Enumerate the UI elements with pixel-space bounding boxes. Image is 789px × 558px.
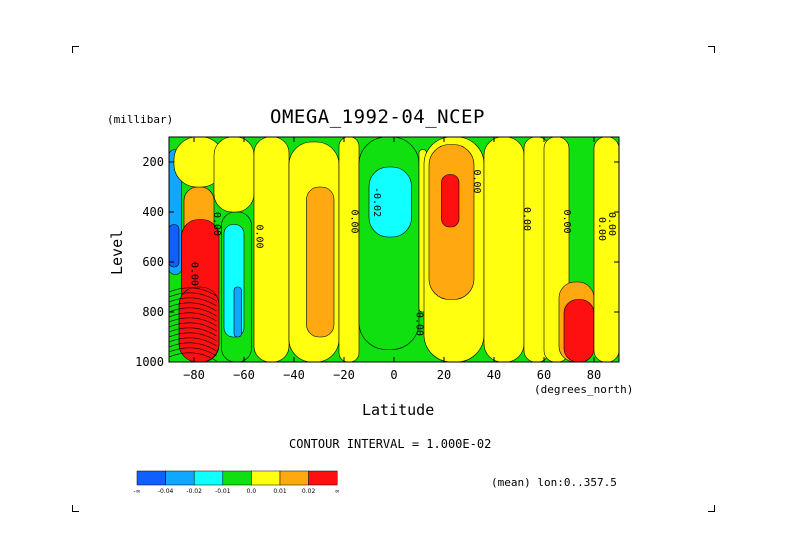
contour-label: 0.00 bbox=[349, 210, 360, 234]
y-units-label: (millibar) bbox=[107, 113, 174, 126]
crop-mark-top-left bbox=[72, 46, 79, 53]
contour-line bbox=[168, 317, 217, 327]
contour-interval-text: CONTOUR INTERVAL = 1.000E-02 bbox=[289, 437, 492, 451]
contour-line bbox=[168, 347, 217, 357]
colorbar-swatch bbox=[222, 470, 252, 486]
contour-line bbox=[168, 322, 217, 332]
heatmap-cell bbox=[168, 224, 180, 268]
contour-line bbox=[168, 342, 217, 352]
heatmap-cell bbox=[368, 166, 412, 238]
x-units-label: (degrees_north) bbox=[534, 383, 634, 396]
contour-label: 0.00 bbox=[561, 210, 572, 234]
crop-mark-top-right bbox=[708, 46, 715, 53]
contour-line bbox=[168, 307, 217, 317]
colorbar-label: -0.04 bbox=[158, 488, 174, 495]
heatmap-cell bbox=[483, 136, 525, 363]
heatmap-cell bbox=[253, 136, 290, 363]
heatmap-cell bbox=[306, 186, 335, 338]
colorbar-label: 0.02 bbox=[302, 488, 316, 495]
x-axis-label: Latitude bbox=[362, 401, 435, 419]
heatmap-cell bbox=[213, 136, 255, 213]
colorbar-swatch bbox=[251, 470, 281, 486]
y-tick-label: 1000 bbox=[135, 355, 164, 369]
chart-title: OMEGA_1992-04_NCEP bbox=[270, 106, 485, 128]
heatmap-cell bbox=[593, 136, 620, 363]
colorbar-swatch bbox=[193, 470, 224, 486]
contour-label: 0.00 bbox=[414, 312, 425, 336]
colorbar-swatch bbox=[308, 470, 338, 486]
contour-label: 0.00 bbox=[254, 225, 265, 249]
x-tick-label: 20 bbox=[437, 368, 451, 382]
contour-line bbox=[168, 312, 217, 322]
contour-label: 0.00 bbox=[211, 212, 222, 236]
colorbar-label: -∞ bbox=[133, 488, 140, 495]
crop-mark-bottom-left bbox=[72, 505, 79, 512]
x-tick-label: 60 bbox=[537, 368, 551, 382]
x-tick-label: −40 bbox=[283, 368, 305, 382]
contour-line bbox=[168, 352, 217, 362]
longitude-mean-label: (mean) lon:0..357.5 bbox=[491, 476, 617, 489]
y-tick-label: 400 bbox=[142, 205, 164, 219]
contour-label: 0.00 bbox=[189, 262, 200, 286]
x-tick-label: 0 bbox=[390, 368, 397, 382]
y-tick-label: 600 bbox=[142, 255, 164, 269]
contour-line bbox=[168, 337, 217, 347]
heatmap-cell bbox=[563, 299, 595, 363]
contour-line bbox=[168, 287, 217, 297]
contour-line bbox=[168, 302, 217, 312]
contour-label: 0.00 bbox=[471, 170, 482, 194]
crop-mark-bottom-right bbox=[708, 505, 715, 512]
contour-label: -0.02 bbox=[371, 187, 382, 217]
y-tick-label: 800 bbox=[142, 305, 164, 319]
heatmap-cell bbox=[338, 136, 360, 363]
x-tick-label: −60 bbox=[233, 368, 255, 382]
contour-label: 0.00 bbox=[596, 217, 607, 241]
contour-line bbox=[168, 297, 217, 307]
colorbar-label: ∞ bbox=[335, 488, 340, 495]
colorbar-swatch bbox=[279, 470, 309, 486]
x-tick-label: 80 bbox=[587, 368, 601, 382]
colorbar-label: -0.01 bbox=[215, 488, 231, 495]
contour-label: 0.00 bbox=[606, 212, 617, 236]
contour-line bbox=[168, 327, 217, 337]
colorbar-label: -0.02 bbox=[186, 488, 202, 495]
y-tick-label: 200 bbox=[142, 155, 164, 169]
colorbar-label: 0.0 bbox=[247, 488, 257, 495]
contour-line bbox=[168, 292, 217, 302]
x-tick-label: −20 bbox=[333, 368, 355, 382]
heatmap-cell bbox=[233, 286, 242, 338]
x-tick-label: 40 bbox=[487, 368, 501, 382]
colorbar-swatch bbox=[165, 470, 195, 486]
x-tick-label: −80 bbox=[183, 368, 205, 382]
contour-label: 0.00 bbox=[521, 207, 532, 231]
heatmap-cell bbox=[441, 174, 460, 228]
contour-line bbox=[168, 332, 217, 342]
colorbar-swatch bbox=[136, 470, 166, 486]
colorbar-label: 0.01 bbox=[273, 488, 287, 495]
